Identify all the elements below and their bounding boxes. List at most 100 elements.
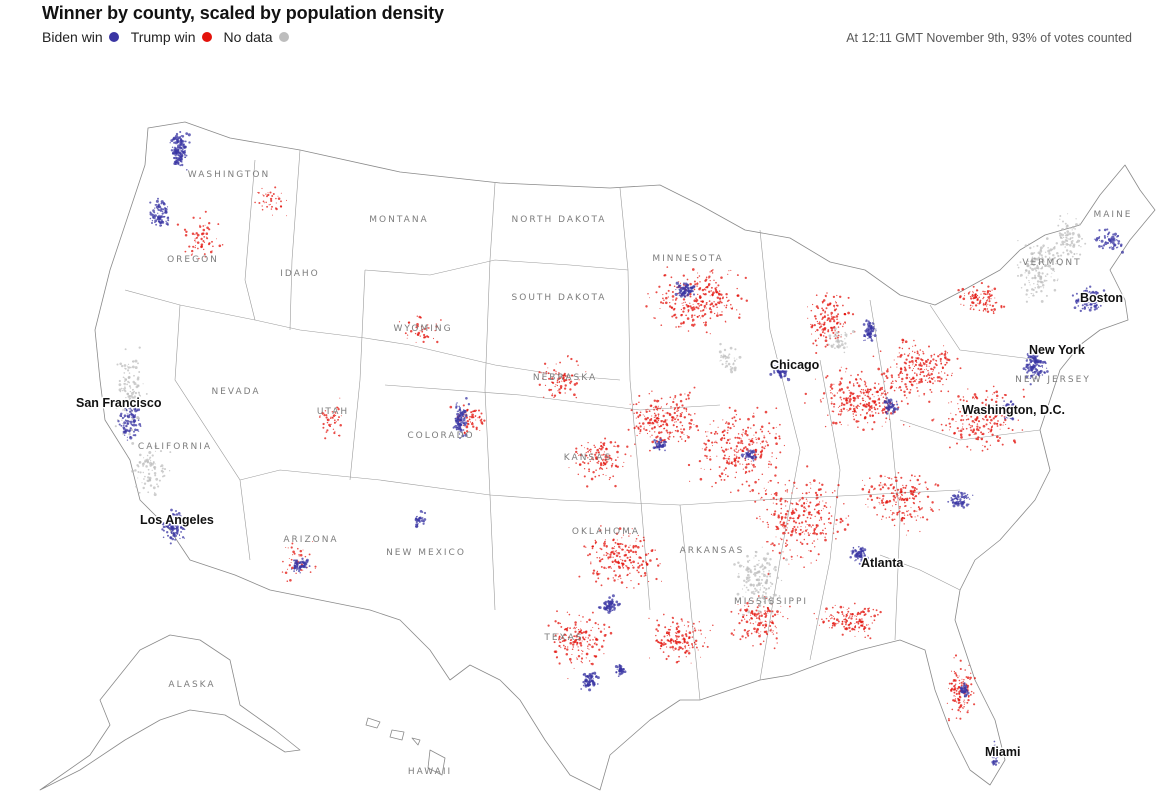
county-mark [989, 290, 992, 293]
county-mark [475, 419, 477, 421]
county-mark [173, 148, 176, 151]
county-mark [901, 372, 904, 375]
county-mark [973, 433, 975, 436]
county-mark [588, 553, 592, 556]
county-mark [651, 415, 653, 417]
county-mark [569, 380, 573, 383]
county-mark [749, 439, 753, 443]
county-mark [670, 638, 673, 641]
county-mark [912, 345, 914, 347]
county-mark [678, 284, 681, 287]
county-mark [666, 635, 668, 637]
county-mark [615, 554, 619, 558]
county-mark [128, 401, 131, 405]
county-mark [970, 429, 973, 432]
county-mark [643, 426, 645, 428]
county-mark [197, 247, 199, 250]
county-mark [156, 483, 158, 486]
county-mark [825, 307, 828, 310]
county-mark [917, 492, 920, 495]
county-mark [629, 556, 632, 558]
county-mark [829, 337, 831, 339]
county-mark [291, 542, 294, 545]
county-mark [971, 425, 973, 427]
county-mark [858, 395, 861, 397]
county-mark [138, 404, 141, 407]
county-mark [771, 610, 774, 613]
county-mark [959, 711, 962, 713]
county-mark [621, 559, 624, 562]
county-mark [863, 380, 866, 383]
county-mark [543, 372, 545, 374]
county-mark [849, 380, 851, 383]
county-mark [166, 522, 169, 526]
county-mark [882, 402, 884, 404]
county-mark [901, 341, 904, 344]
county-mark [725, 421, 728, 423]
county-mark [774, 593, 777, 597]
county-mark [543, 362, 547, 365]
county-mark [709, 307, 711, 309]
county-mark [1066, 230, 1070, 233]
county-mark [618, 574, 621, 577]
county-mark [583, 545, 586, 548]
county-mark [725, 457, 727, 460]
county-mark [184, 233, 188, 237]
county-mark [709, 333, 711, 335]
county-mark [149, 217, 152, 220]
county-mark [863, 393, 865, 395]
county-mark [709, 279, 711, 282]
county-mark [674, 418, 677, 421]
county-mark [994, 297, 996, 299]
county-mark [171, 528, 175, 532]
county-mark [670, 625, 672, 627]
county-mark [769, 621, 772, 623]
county-mark [744, 429, 748, 433]
county-mark [693, 627, 696, 629]
county-mark [644, 429, 646, 431]
county-mark [571, 648, 574, 650]
county-mark [555, 384, 557, 386]
county-mark [853, 392, 855, 394]
county-mark [840, 413, 842, 415]
county-mark [873, 334, 877, 338]
county-mark [663, 635, 666, 638]
county-mark [195, 236, 198, 239]
county-mark [756, 578, 759, 581]
county-mark [1044, 275, 1047, 277]
county-mark [808, 491, 810, 494]
county-mark [707, 431, 709, 433]
county-mark [750, 614, 752, 616]
county-mark [619, 547, 621, 549]
county-mark [779, 499, 782, 502]
county-mark [153, 465, 157, 469]
county-mark [961, 407, 964, 410]
county-mark [687, 305, 690, 307]
county-mark [653, 426, 656, 429]
county-mark [668, 305, 672, 308]
county-mark [612, 475, 615, 478]
county-mark [964, 295, 966, 297]
county-mark [750, 463, 752, 465]
county-mark [920, 380, 924, 384]
county-mark [755, 630, 758, 633]
county-mark [1024, 244, 1028, 247]
county-mark [599, 630, 603, 633]
county-mark [611, 462, 614, 465]
county-mark [133, 430, 135, 433]
county-mark [701, 448, 703, 450]
county-mark [817, 509, 820, 512]
county-mark [990, 398, 994, 401]
county-mark [697, 272, 699, 274]
county-mark [937, 355, 940, 358]
county-mark [326, 429, 329, 432]
county-mark [596, 448, 600, 452]
county-mark [862, 623, 864, 625]
county-mark [595, 638, 598, 641]
county-mark [720, 356, 722, 359]
county-mark [575, 360, 578, 363]
county-mark [720, 293, 723, 296]
county-mark [148, 451, 152, 454]
county-mark [469, 421, 471, 423]
county-mark [691, 646, 694, 649]
